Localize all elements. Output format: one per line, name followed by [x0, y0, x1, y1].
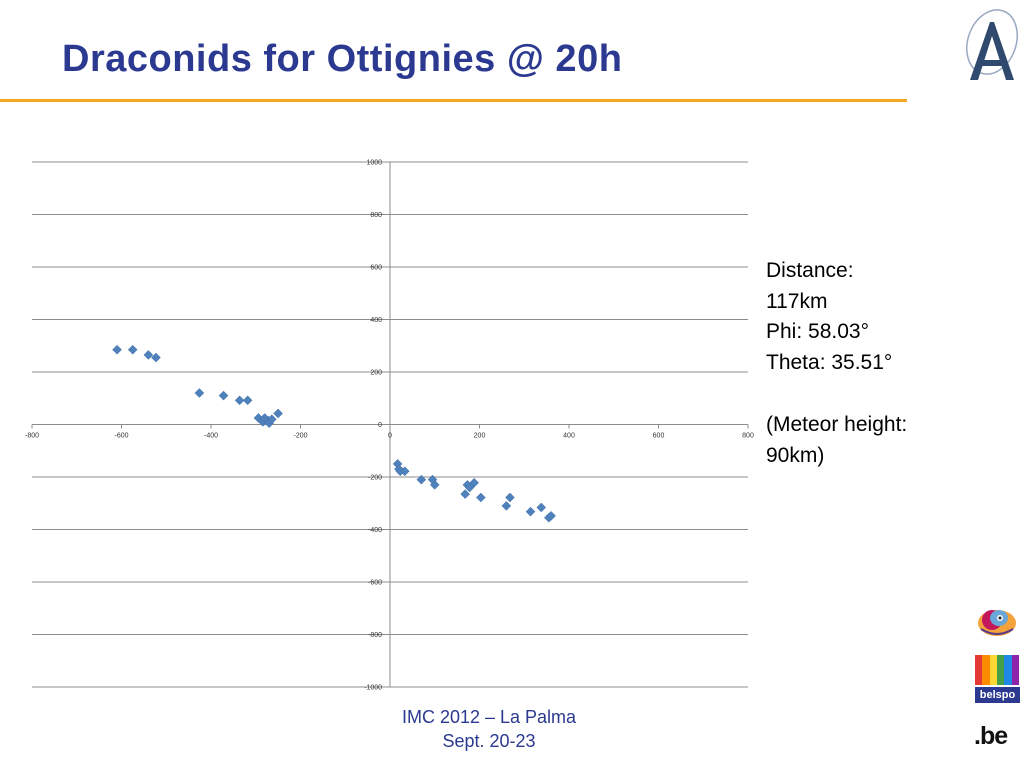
slide-title: Draconids for Ottignies @ 20h [62, 38, 623, 80]
title-underline [0, 99, 907, 102]
data-point [505, 492, 515, 503]
conference-name: IMC 2012 – La Palma [401, 707, 577, 727]
tick-label-x: -200 [293, 433, 307, 440]
data-point [416, 474, 427, 485]
data-point [475, 492, 486, 503]
tick-label-y: -800 [368, 632, 382, 639]
meteor-height-value: 90km) [766, 443, 825, 467]
data-point [501, 501, 512, 511]
chart-axes [31, 161, 749, 688]
data-point [143, 350, 154, 360]
tick-label-y: 800 [370, 212, 382, 219]
data-point [218, 390, 229, 401]
data-point [536, 502, 547, 513]
conference-dates: Sept. 20-23 [442, 731, 536, 751]
data-point [267, 414, 277, 425]
aeronomie-wordmark: aeronomie.be [978, 120, 1020, 470]
phi-value: Phi: 58.03° [766, 320, 869, 343]
tick-label-x: 400 [563, 433, 575, 440]
mascot-logo-icon [978, 610, 1016, 636]
tick-label-x: 800 [742, 433, 754, 440]
tick-label-y: 200 [370, 370, 382, 377]
data-point [112, 344, 122, 355]
theta-value: Theta: 35.51° [766, 350, 893, 374]
data-point [127, 344, 138, 355]
scatter-chart: -1000 -800 -600 -400 -200 0 200 400 600 800 1000 -8… [25, 160, 754, 692]
data-point [234, 395, 245, 406]
belspo-label: belspo [975, 687, 1020, 703]
tick-label-y: 400 [370, 317, 382, 324]
data-point [273, 408, 283, 419]
data-point [469, 477, 479, 488]
slide-footer: IMC 2012 – La Palma Sept. 20-23 [330, 705, 648, 753]
wordmark-tld: be [1015, 192, 1020, 243]
data-point [429, 480, 440, 490]
wordmark-main: aeronomie [1015, 255, 1020, 468]
tick-label-y: -600 [368, 580, 382, 587]
wordmark-dot: . [1015, 243, 1020, 256]
tick-label-x: -400 [204, 433, 218, 440]
tick-label-x: 600 [653, 433, 665, 440]
tick-label-y: -200 [368, 475, 382, 482]
distance-value: 117km [766, 289, 828, 313]
data-point [151, 352, 161, 363]
data-point [460, 489, 471, 499]
chart-data-points [112, 344, 556, 523]
tick-label-x: 0 [388, 433, 392, 440]
meteor-height-label: (Meteor height: [766, 413, 908, 436]
tick-label-x: -800 [25, 433, 39, 440]
tick-label-y: 1000 [366, 160, 382, 167]
data-point [525, 506, 536, 517]
observation-parameters: Distance: 117km Phi: 58.03° Theta: 35.51… [766, 256, 907, 471]
aeronomie-logo-icon [966, 9, 1018, 80]
tick-label-y: -1000 [364, 685, 382, 692]
data-point [546, 510, 556, 521]
tick-label-y: 0 [378, 422, 382, 429]
data-point [242, 395, 253, 406]
belspo-logo: belspo [975, 655, 1020, 703]
data-point [194, 388, 205, 398]
chart-tick-labels: -1000 -800 -600 -400 -200 0 200 400 600 800 1000 -8… [25, 160, 754, 692]
distance-label: Distance: [766, 259, 854, 282]
tick-label-y: 600 [370, 265, 382, 272]
tick-label-x: -600 [114, 433, 128, 440]
tick-label-x: 200 [474, 433, 486, 440]
data-point [399, 466, 410, 477]
tick-label-y: -400 [368, 527, 382, 534]
dotbe-logo: .be [974, 722, 1008, 750]
